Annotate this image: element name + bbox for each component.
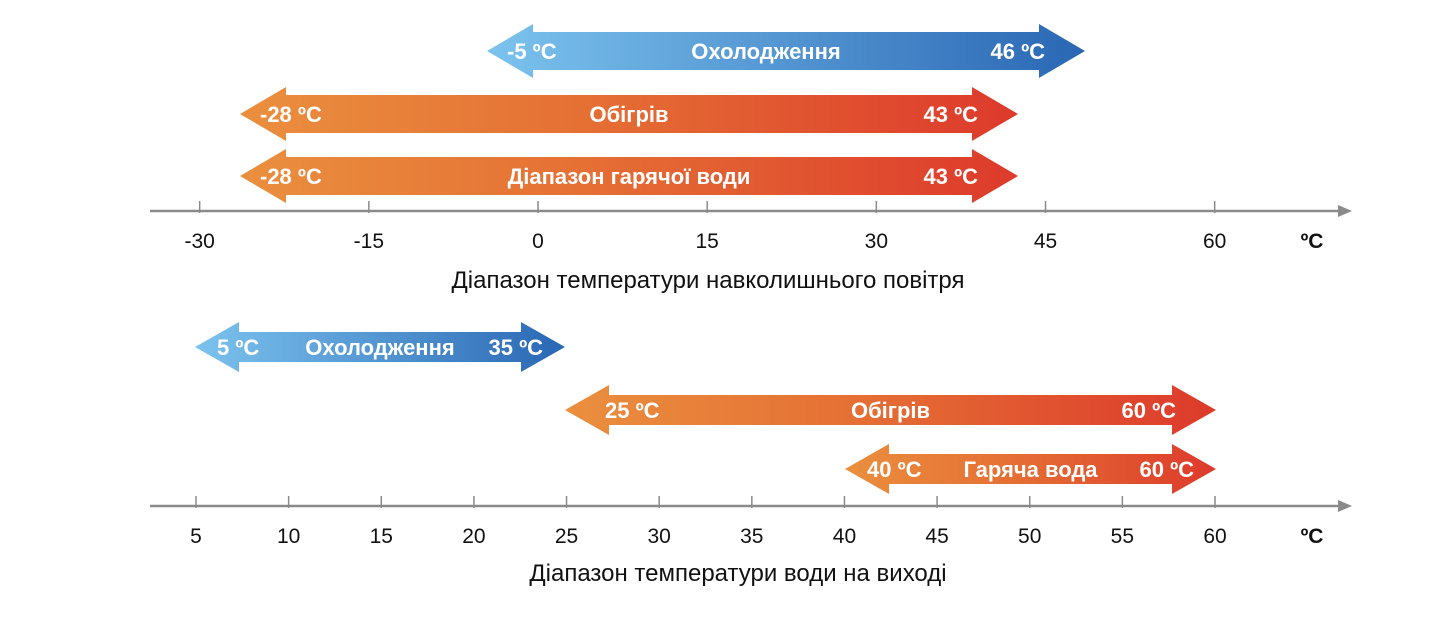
range-max-label: 43 ºC (923, 102, 978, 127)
range-max-label: 46 ºC (990, 39, 1045, 64)
range-min-label: -5 ºC (507, 39, 557, 64)
tick-label: -15 (354, 230, 384, 253)
range-max-label: 60 ºC (1139, 457, 1194, 482)
tick-label: 55 (1111, 525, 1134, 548)
range-max-label: 43 ºC (923, 164, 978, 189)
range-min-label: -28 ºC (260, 102, 322, 127)
tick-label: 15 (695, 230, 718, 253)
axis-unit-label: ºC (1301, 230, 1324, 253)
range-name-label: Обігрів (851, 398, 930, 423)
range-name-label: Гаряча вода (963, 457, 1098, 482)
tick-label: 0 (532, 230, 544, 253)
tick-label: 20 (462, 525, 485, 548)
range-name-label: Діапазон гарячої води (508, 164, 751, 189)
range-max-label: 60 ºC (1121, 398, 1176, 423)
tick-label: 30 (865, 230, 888, 253)
axis-title: Діапазон температури навколишнього повіт… (452, 267, 965, 294)
range-arrow-heating (845, 444, 1216, 494)
axis-unit-label: ºC (1301, 525, 1324, 548)
tick-label: 10 (277, 525, 300, 548)
tick-label: 30 (648, 525, 671, 548)
tick-label: 50 (1018, 525, 1041, 548)
axis-arrow-icon (1338, 205, 1352, 217)
range-arrow-heating (240, 149, 1018, 203)
range-arrow-heating (240, 87, 1018, 141)
tick-label: 5 (190, 525, 202, 548)
range-name-label: Охолодження (305, 335, 454, 360)
range-max-label: 35 ºC (488, 335, 543, 360)
tick-label: 25 (555, 525, 578, 548)
tick-label: 60 (1203, 230, 1226, 253)
tick-label: -30 (184, 230, 214, 253)
range-arrow-cooling (487, 24, 1085, 78)
tick-label: 60 (1203, 525, 1226, 548)
tick-label: 45 (1034, 230, 1057, 253)
tick-label: 40 (833, 525, 856, 548)
range-arrow-heating (565, 385, 1216, 435)
range-min-label: 25 ºC (605, 398, 660, 423)
tick-label: 15 (370, 525, 393, 548)
range-arrow-cooling (195, 322, 565, 372)
range-name-label: Обігрів (589, 102, 668, 127)
range-min-label: -28 ºC (260, 164, 322, 189)
range-name-label: Охолодження (691, 39, 840, 64)
tick-label: 45 (925, 525, 948, 548)
tick-label: 35 (740, 525, 763, 548)
range-min-label: 5 ºC (217, 335, 259, 360)
axis-title: Діапазон температури води на виході (529, 560, 946, 587)
range-min-label: 40 ºC (867, 457, 922, 482)
axis-arrow-icon (1338, 500, 1352, 512)
